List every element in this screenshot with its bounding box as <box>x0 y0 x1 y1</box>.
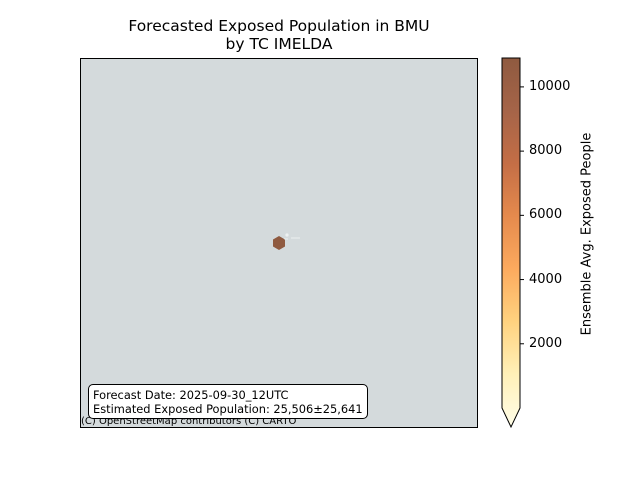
exposed-population-text: Estimated Exposed Population: 25,506±25,… <box>93 402 363 416</box>
colorbar-tick-label: 4000 <box>529 271 563 287</box>
colorbar-tick-label: 2000 <box>529 335 563 351</box>
chart-title-line1: Forecasted Exposed Population in BMU <box>128 17 430 35</box>
colorbar-axis-label: Ensemble Avg. Exposed People <box>579 132 595 336</box>
colorbar-tick-label: 6000 <box>529 207 563 223</box>
map-panel[interactable]: (C) OpenStreetMap contributors (C) CARTO <box>80 58 478 428</box>
colorbar-tick-label: 8000 <box>529 143 563 159</box>
exposure-hexagon-cell <box>273 236 285 250</box>
map-place-marker <box>284 233 300 240</box>
map-attribution: (C) OpenStreetMap contributors (C) CARTO <box>81 416 297 427</box>
colorbar-tick-label: 10000 <box>529 78 571 94</box>
colorbar <box>501 57 524 429</box>
forecast-date-text: Forecast Date: 2025-09-30_12UTC <box>93 388 289 402</box>
chart-title-line2: by TC IMELDA <box>225 35 333 53</box>
forecast-info-box: Forecast Date: 2025-09-30_12UTC Estimate… <box>88 384 368 419</box>
